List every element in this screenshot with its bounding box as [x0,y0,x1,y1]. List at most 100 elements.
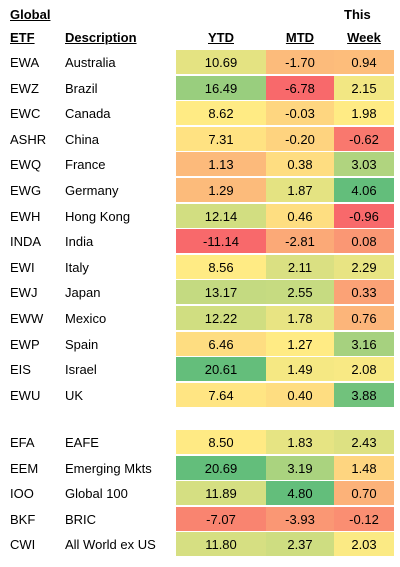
value-cell: -3.93 [266,506,334,532]
value-cell: 4.06 [334,178,394,203]
value-cell: 7.31 [176,126,266,152]
value-cell: 1.78 [266,306,334,331]
description: Spain [65,332,175,357]
ticker: INDA [10,229,65,255]
value-cell: 16.49 [176,75,266,101]
description: Hong Kong [65,204,175,229]
description: France [65,152,175,178]
value-cell: 4.80 [266,481,334,507]
ticker: EEM [10,456,65,481]
description: Germany [65,178,175,203]
header-cell: Description [65,30,137,45]
value-cell: 2.08 [334,357,394,383]
ticker: EWQ [10,152,65,178]
value-cell: -0.62 [334,126,394,152]
header-cell: YTD [208,30,234,45]
value-cell: 6.46 [176,331,266,357]
description: Mexico [65,306,175,331]
value-cell: -2.81 [266,229,334,255]
value-cell: 3.16 [334,331,394,357]
description: Global 100 [65,481,175,507]
description: EAFE [65,430,175,455]
value-cell: -1.70 [266,50,334,75]
value-cell: 0.08 [334,229,394,255]
header-cell: MTD [285,30,315,45]
value-cell: 10.69 [176,50,266,75]
value-cell: 2.03 [334,532,394,558]
value-cell: 2.11 [266,254,334,280]
value-cell: 20.69 [176,455,266,481]
value-cell: 1.48 [334,455,394,481]
value-cell: 0.38 [266,152,334,178]
ticker: EWA [10,50,65,75]
value-cell: 0.76 [334,306,394,331]
value-cell: 8.56 [176,254,266,280]
description: Brazil [65,76,175,101]
header-cell: ETF [10,30,35,45]
description: Israel [65,357,175,383]
value-cell: -11.14 [176,229,266,255]
description: Italy [65,255,175,280]
ticker: EIS [10,357,65,383]
value-cell: 11.80 [176,532,266,558]
value-cell: 12.22 [176,306,266,331]
value-cell: 0.46 [266,203,334,229]
value-cell: 1.83 [266,430,334,455]
ticker: EWP [10,332,65,357]
ticker: ASHR [10,127,65,152]
description: Canada [65,101,175,127]
value-cell: 1.13 [176,152,266,178]
ticker: EWZ [10,76,65,101]
header-title: Global [10,7,51,22]
value-cell: 12.14 [176,203,266,229]
value-cell: 20.61 [176,357,266,383]
value-cell: 2.15 [334,75,394,101]
value-cell: 2.29 [334,254,394,280]
value-cell: 8.62 [176,101,266,127]
ticker: EFA [10,430,65,455]
ticker: EWU [10,383,65,408]
value-cell: 1.49 [266,357,334,383]
description: All World ex US [65,532,175,558]
ticker: BKF [10,507,65,532]
description: BRIC [65,507,175,532]
value-cell: 8.50 [176,430,266,455]
value-cell: -0.20 [266,126,334,152]
value-cell: -0.12 [334,506,394,532]
description: UK [65,383,175,408]
ticker: IOO [10,481,65,507]
value-cell: 2.37 [266,532,334,558]
description: India [65,229,175,255]
value-cell: 7.64 [176,382,266,408]
ticker: EWI [10,255,65,280]
ticker: EWW [10,306,65,331]
ticker: CWI [10,532,65,558]
header-cell: Week [347,30,381,45]
value-cell: 1.27 [266,331,334,357]
description: Japan [65,280,175,306]
value-cell: 2.43 [334,430,394,455]
value-cell: 0.70 [334,481,394,507]
value-cell: 2.55 [266,280,334,306]
value-cell: 0.33 [334,280,394,306]
description: Australia [65,50,175,75]
value-cell: 0.40 [266,382,334,408]
value-cell: 1.98 [334,101,394,127]
value-cell: 11.89 [176,481,266,507]
value-cell: 1.87 [266,178,334,203]
value-cell: 1.29 [176,178,266,203]
value-cell: -0.96 [334,203,394,229]
header-week-prefix: This [344,7,371,22]
value-cell: 3.03 [334,152,394,178]
ticker: EWJ [10,280,65,306]
ticker: EWG [10,178,65,203]
ticker: EWC [10,101,65,127]
description: Emerging Mkts [65,456,175,481]
value-cell: 13.17 [176,280,266,306]
value-cell: 3.88 [334,382,394,408]
ticker: EWH [10,204,65,229]
value-cell: 3.19 [266,455,334,481]
value-cell: -0.03 [266,101,334,127]
description: China [65,127,175,152]
